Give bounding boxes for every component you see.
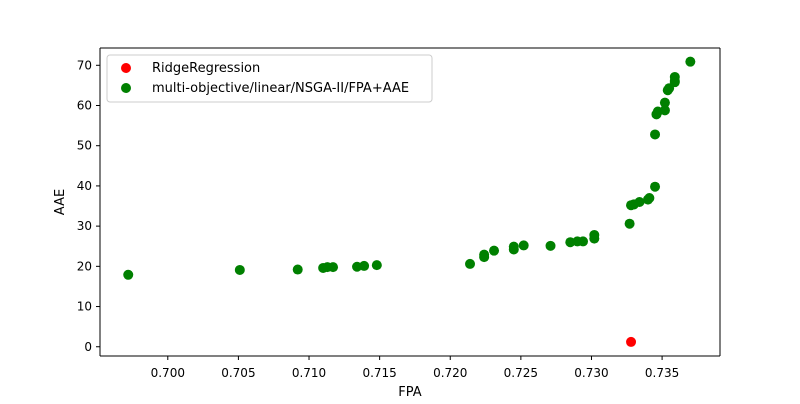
x-tick-label: 0.730 bbox=[574, 366, 608, 380]
y-tick-label: 50 bbox=[77, 139, 92, 153]
scatter-point bbox=[545, 240, 556, 251]
y-tick-label: 20 bbox=[77, 259, 92, 273]
legend-marker-nsga-ii bbox=[121, 83, 131, 93]
legend-box bbox=[106, 54, 433, 103]
scatter-point bbox=[650, 181, 661, 192]
scatter-point bbox=[489, 245, 500, 256]
scatter-point bbox=[518, 240, 529, 251]
y-axis-ticks: 0 10 20 30 40 50 60 70 bbox=[77, 58, 100, 354]
scatter-point bbox=[659, 97, 670, 108]
x-tick-label: 0.700 bbox=[151, 366, 185, 380]
x-tick-label: 0.705 bbox=[221, 366, 255, 380]
y-tick-label: 30 bbox=[77, 219, 92, 233]
series-0 bbox=[626, 336, 637, 347]
scatter-point bbox=[669, 71, 680, 82]
x-axis-label: FPA bbox=[398, 385, 421, 400]
scatter-point bbox=[479, 249, 490, 260]
scatter-point bbox=[634, 197, 645, 207]
legend-label-ridge-regression: RidgeRegression bbox=[152, 61, 260, 76]
scatter-point bbox=[626, 336, 637, 347]
x-tick-label: 0.710 bbox=[292, 366, 326, 380]
y-tick-label: 40 bbox=[77, 179, 92, 193]
scatter-point bbox=[624, 218, 635, 229]
legend: RidgeRegression multi-objective/linear/N… bbox=[106, 54, 433, 103]
scatter-point bbox=[578, 236, 589, 247]
axes-layer bbox=[99, 47, 721, 357]
series-1 bbox=[123, 56, 696, 280]
scatter-point bbox=[465, 258, 476, 269]
y-tick-label: 0 bbox=[84, 340, 92, 354]
y-tick-label: 70 bbox=[77, 58, 92, 72]
x-tick-label: 0.725 bbox=[504, 366, 538, 380]
scatter-point bbox=[650, 129, 661, 140]
y-axis-label: AAE bbox=[53, 189, 68, 215]
scatter-point bbox=[589, 229, 600, 240]
legend-label-nsga-ii: multi-objective/linear/NSGA-II/FPA+AAE bbox=[152, 81, 409, 96]
y-tick-label: 60 bbox=[77, 98, 92, 112]
legend-marker-ridge-regression bbox=[121, 63, 131, 73]
scatter-point bbox=[328, 262, 339, 273]
scatter-point bbox=[292, 264, 303, 275]
x-axis-ticks: 0.700 0.705 0.710 0.715 0.720 0.725 0.730 0.735 bbox=[151, 356, 679, 380]
scatter-point bbox=[234, 264, 245, 275]
points-layer bbox=[123, 56, 696, 347]
y-tick-label: 10 bbox=[77, 300, 92, 314]
scatter-point bbox=[644, 192, 655, 203]
scatter-point bbox=[359, 260, 370, 271]
scatter-point bbox=[659, 105, 670, 116]
x-tick-label: 0.715 bbox=[362, 366, 396, 380]
scatter-point bbox=[371, 260, 382, 271]
x-tick-label: 0.735 bbox=[645, 366, 679, 380]
scatter-point bbox=[508, 241, 519, 252]
scatter-point bbox=[123, 269, 134, 280]
x-tick-label: 0.720 bbox=[433, 366, 467, 380]
scatter-point bbox=[685, 56, 696, 67]
